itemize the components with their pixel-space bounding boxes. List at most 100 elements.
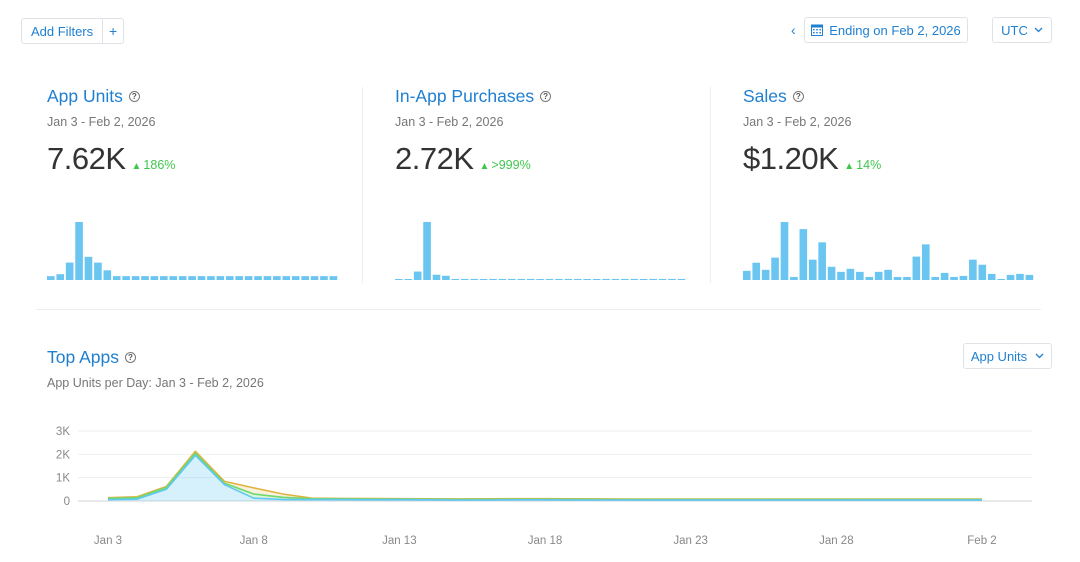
spark-bar[interactable] <box>301 276 309 280</box>
spark-bar[interactable] <box>602 278 610 280</box>
spark-bar[interactable] <box>827 266 836 280</box>
spark-bar[interactable] <box>131 276 140 280</box>
top-apps-chart[interactable]: 0 1K 2K 3K Jan 3 Jan 8 Jan 13 Jan 18 Jan 23 Jan 2… <box>40 420 1040 555</box>
spark-bar[interactable] <box>978 264 987 280</box>
spark-bar[interactable] <box>545 278 554 280</box>
spark-bar[interactable] <box>188 276 196 280</box>
metric-title[interactable]: In-App Purchases <box>395 86 535 106</box>
spark-bar[interactable] <box>940 272 949 280</box>
help-icon[interactable]: ? <box>125 352 136 363</box>
spark-bar[interactable] <box>122 276 130 280</box>
spark-bar[interactable] <box>780 222 789 280</box>
spark-bar[interactable] <box>263 276 272 280</box>
spark-bar[interactable] <box>216 276 225 280</box>
help-icon[interactable]: ? <box>128 91 140 102</box>
spark-bar[interactable] <box>959 275 968 280</box>
spark-bar[interactable] <box>329 276 338 280</box>
spark-bar[interactable] <box>884 269 892 280</box>
sparkline-sales[interactable] <box>743 220 1035 280</box>
spark-bar[interactable] <box>404 279 413 280</box>
spark-bar[interactable] <box>94 262 102 280</box>
add-filters-button[interactable]: Add Filters + <box>21 18 124 44</box>
spark-bar[interactable] <box>799 229 808 280</box>
spark-bar[interactable] <box>84 256 93 280</box>
spark-bar[interactable] <box>677 278 686 280</box>
spark-bar[interactable] <box>630 278 639 280</box>
spark-bar[interactable] <box>273 276 281 280</box>
spark-bar[interactable] <box>413 271 422 280</box>
spark-bar[interactable] <box>931 276 940 280</box>
spark-bar[interactable] <box>969 259 977 280</box>
spark-bar[interactable] <box>178 276 187 280</box>
spark-bar[interactable] <box>752 262 761 280</box>
help-icon[interactable]: ? <box>792 91 804 102</box>
spark-bar[interactable] <box>573 278 582 280</box>
spark-bar[interactable] <box>235 276 244 280</box>
spark-bar[interactable] <box>743 270 751 280</box>
metric-title[interactable]: App Units <box>47 86 123 106</box>
spark-bar[interactable] <box>282 276 291 280</box>
spark-bar[interactable] <box>460 278 469 280</box>
spark-bar[interactable] <box>451 278 460 280</box>
spark-bar[interactable] <box>865 276 874 280</box>
spark-bar[interactable] <box>997 278 1005 280</box>
spark-bar[interactable] <box>141 276 149 280</box>
spark-bar[interactable] <box>921 244 930 280</box>
sparkline-app-units[interactable] <box>47 220 339 280</box>
spark-bar[interactable] <box>320 276 328 280</box>
spark-bar[interactable] <box>169 276 178 280</box>
spark-bar[interactable] <box>225 276 234 280</box>
spark-bar[interactable] <box>207 276 215 280</box>
spark-bar[interactable] <box>479 278 488 280</box>
spark-bar[interactable] <box>75 222 83 280</box>
spark-bar[interactable] <box>160 276 168 280</box>
spark-bar[interactable] <box>837 271 845 280</box>
spark-bar[interactable] <box>310 276 319 280</box>
spark-bar[interactable] <box>244 276 253 280</box>
date-range-button[interactable]: Ending on Feb 2, 2026 <box>804 17 968 43</box>
spark-bar[interactable] <box>395 279 403 280</box>
previous-period-button[interactable]: ‹ <box>791 22 796 38</box>
series-line[interactable] <box>107 454 982 501</box>
spark-bar[interactable] <box>197 276 206 280</box>
spark-bar[interactable] <box>846 268 855 280</box>
spark-bar[interactable] <box>611 278 620 280</box>
spark-bar[interactable] <box>291 276 300 280</box>
spark-bar[interactable] <box>536 278 544 280</box>
spark-bar[interactable] <box>649 278 657 280</box>
spark-bar[interactable] <box>658 278 667 280</box>
add-filter-plus-button[interactable]: + <box>108 23 118 39</box>
metric-title[interactable]: Sales <box>743 86 787 106</box>
spark-bar[interactable] <box>150 276 159 280</box>
top-apps-title[interactable]: Top Apps <box>47 347 119 367</box>
spark-bar[interactable] <box>555 278 563 280</box>
spark-bar[interactable] <box>489 278 497 280</box>
spark-bar[interactable] <box>423 222 431 280</box>
spark-bar[interactable] <box>432 274 441 280</box>
spark-bar[interactable] <box>564 278 573 280</box>
timezone-select[interactable]: UTC <box>992 17 1052 43</box>
spark-bar[interactable] <box>65 262 74 280</box>
spark-bar[interactable] <box>621 278 629 280</box>
spark-bar[interactable] <box>517 278 526 280</box>
spark-bar[interactable] <box>950 276 958 280</box>
spark-bar[interactable] <box>103 270 112 280</box>
spark-bar[interactable] <box>893 276 902 280</box>
spark-bar[interactable] <box>47 276 55 280</box>
spark-bar[interactable] <box>639 278 648 280</box>
spark-bar[interactable] <box>903 276 911 280</box>
sparkline-in-app-purchases[interactable] <box>395 220 687 280</box>
spark-bar[interactable] <box>808 259 817 280</box>
help-icon[interactable]: ? <box>540 91 552 102</box>
spark-bar[interactable] <box>987 273 996 280</box>
spark-bar[interactable] <box>526 278 535 280</box>
spark-bar[interactable] <box>668 278 676 280</box>
spark-bar[interactable] <box>790 276 798 280</box>
spark-bar[interactable] <box>592 278 601 280</box>
spark-bar[interactable] <box>771 257 779 280</box>
spark-bar[interactable] <box>856 271 864 280</box>
spark-bar[interactable] <box>470 278 478 280</box>
spark-bar[interactable] <box>1016 273 1024 280</box>
spark-bar[interactable] <box>874 271 883 280</box>
spark-bar[interactable] <box>508 278 516 280</box>
